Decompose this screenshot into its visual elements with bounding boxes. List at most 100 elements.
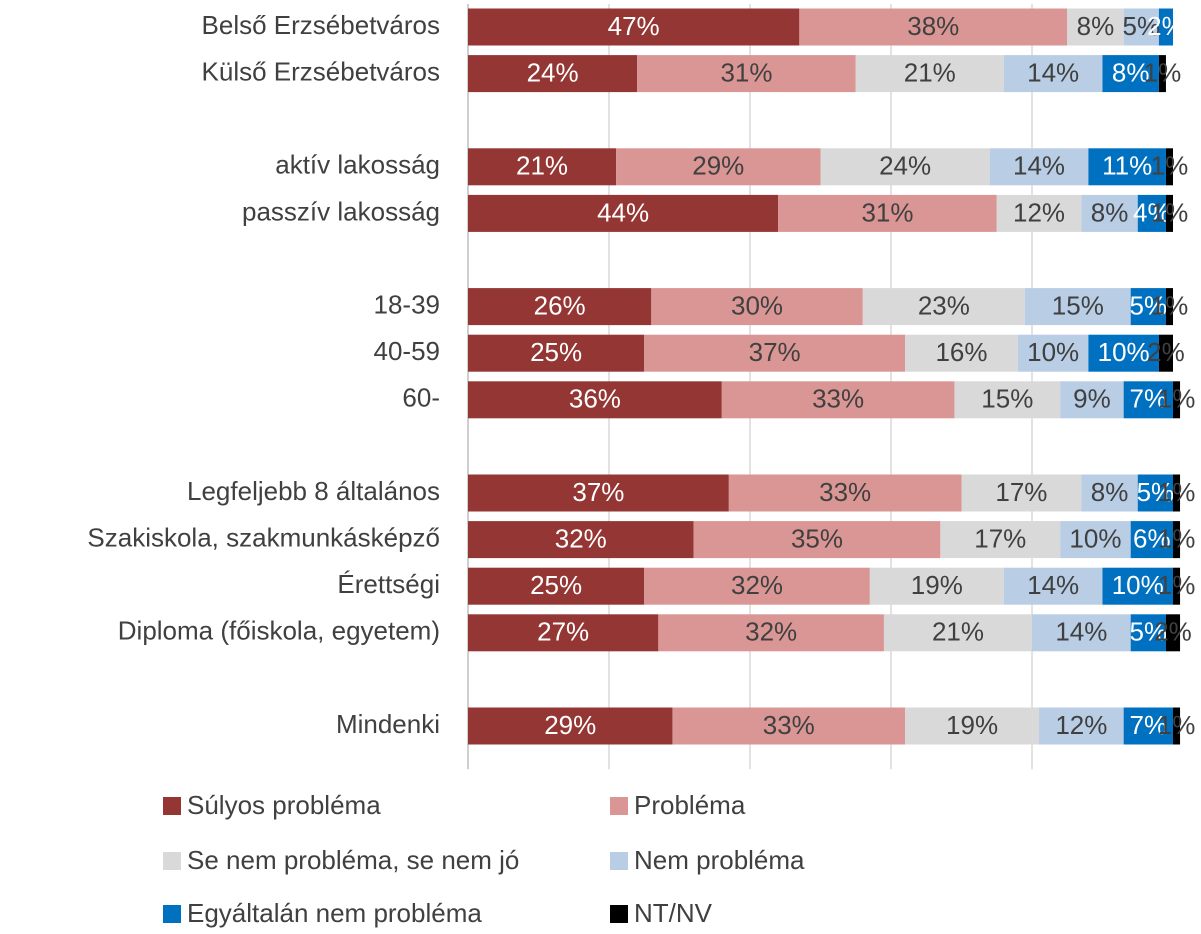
legend-swatch [163,852,181,870]
data-label: 5% [1137,477,1175,507]
bar-segment [1123,381,1173,419]
y-tick-label: Belső Erzsébetváros [202,10,440,40]
bar-segment [1032,614,1131,652]
data-label: 29% [544,710,596,740]
data-label: 10% [1069,523,1121,553]
bar-segment [996,194,1082,232]
data-label: 11% [1102,151,1152,181]
data-label: 10% [1027,337,1079,367]
data-label: 7% [1130,384,1168,414]
bar-segment [1165,148,1173,186]
data-label: 1% [1144,57,1182,87]
bar-segment [468,474,729,512]
bar-segment [1060,381,1124,419]
bar-segment [1173,567,1181,605]
data-label: 8% [1077,11,1115,41]
data-label: 47% [608,11,660,41]
data-label: 2% [1154,617,1192,647]
bar-segment [940,521,1061,559]
y-tick-label: Érettségi [337,569,440,599]
data-label: 24% [527,57,579,87]
y-tick-label: Külső Erzsébetváros [202,56,440,86]
y-tick-label: 60- [402,383,440,413]
bar-segment [1017,334,1089,372]
bar-segment [1088,334,1159,372]
bar-segment [637,55,856,93]
data-label: 25% [530,570,582,600]
bar-segment [954,381,1061,419]
data-label: 15% [981,384,1033,414]
data-label: 1% [1158,523,1196,553]
data-label: 8% [1091,477,1129,507]
legend-label: Nem probléma [634,845,805,875]
bar-segment [468,334,645,372]
bar-segment [1039,707,1124,745]
data-label: 44% [597,197,649,227]
data-label: 1% [1151,197,1189,227]
data-label: 12% [1013,197,1065,227]
legend-swatch [610,797,628,815]
y-tick-label: aktív lakosság [275,150,440,180]
bar-segment [721,381,955,419]
bar-segment [1081,194,1138,232]
data-label: 10% [1112,570,1164,600]
bar-segment [1158,8,1173,46]
bar-segment [1123,8,1159,46]
bar-segment [468,194,779,232]
data-label: 15% [1052,290,1104,320]
data-label: 9% [1073,384,1111,414]
bar-segment [820,148,990,186]
data-label: 1% [1158,384,1196,414]
data-label: 37% [572,477,624,507]
data-label: 32% [555,523,607,553]
data-label: 33% [819,477,871,507]
bar-segment [1165,194,1173,232]
data-label: 14% [1013,151,1065,181]
bar-segment [855,55,1004,93]
data-label: 32% [731,570,783,600]
bar-segment [1130,521,1173,559]
data-label: 1% [1158,710,1196,740]
y-tick-label: Szakiskola, szakmunkásképző [87,522,440,552]
data-label: 32% [745,617,797,647]
data-label: 2% [1147,337,1185,367]
bar-segment [658,614,884,652]
bar-segment [883,614,1032,652]
bar-segment [644,334,906,372]
bar-segment [869,567,1004,605]
data-label: 26% [534,290,586,320]
bar-segment [468,614,659,652]
bar-segment [1081,474,1138,512]
legend-swatch [163,797,181,815]
bar-segment [468,707,673,745]
data-label: 29% [692,151,744,181]
y-tick-label: Legfeljebb 8 általános [187,476,440,506]
bar-segment [799,8,1068,46]
y-tick-label: 18-39 [374,289,441,319]
legend-label: Se nem probléma, se nem jó [187,845,519,875]
data-label: 12% [1055,710,1107,740]
data-label: 31% [861,197,913,227]
data-label: 1% [1151,290,1189,320]
data-label: 31% [720,57,772,87]
bar-segment [1024,288,1131,326]
bar-segment [468,8,800,46]
bar-segment [1158,55,1166,93]
bar-segment [468,381,722,419]
data-label: 23% [918,290,970,320]
bar-segment [672,707,906,745]
data-label: 5% [1122,11,1160,41]
bar-segment [1165,288,1173,326]
bar-segment [1173,381,1181,419]
legend-label: NT/NV [634,898,713,928]
bar-segment [1173,474,1181,512]
bar-segment [1102,55,1159,93]
data-label: 25% [530,337,582,367]
legend-label: Súlyos probléma [187,790,381,820]
bar-segment [1137,194,1166,232]
bar-segment [1102,567,1173,605]
data-label: 35% [791,523,843,553]
legend-swatch [610,852,628,870]
bar-segment [989,148,1089,186]
